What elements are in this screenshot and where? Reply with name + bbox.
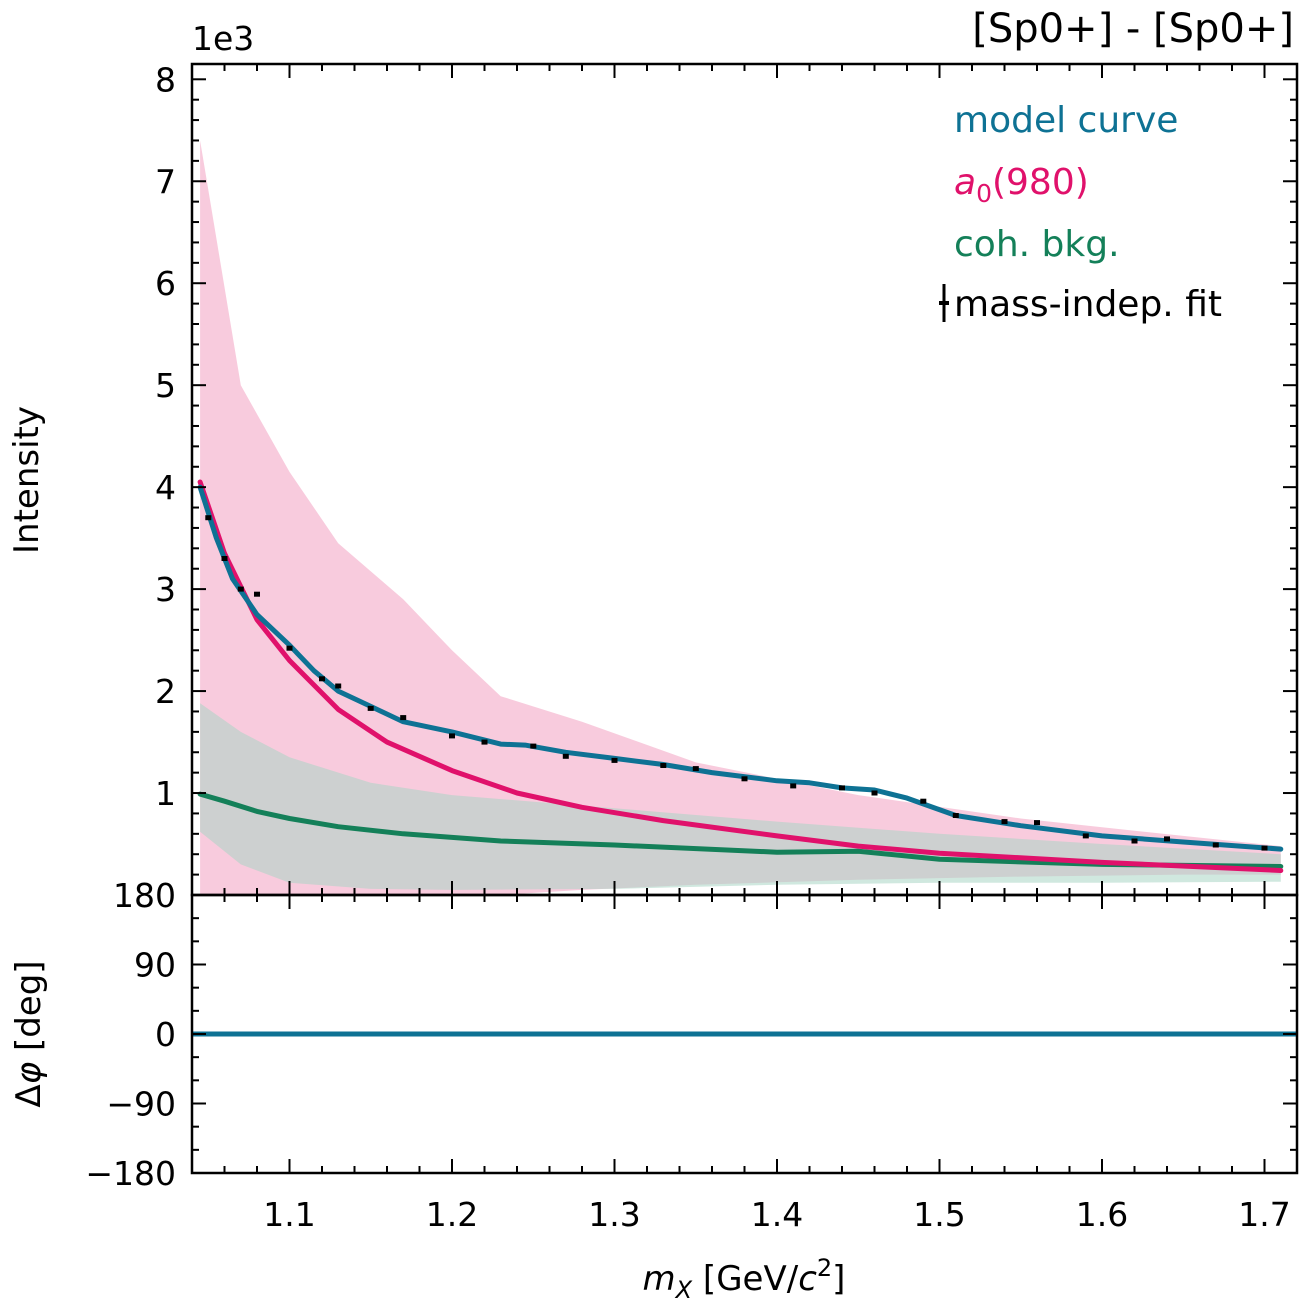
bands-layer [200,140,1281,895]
phase-y-label-phi: φ [9,1061,49,1084]
fit-point [254,591,260,597]
x-tick-label: 1.1 [263,1195,315,1234]
fit-point [562,753,569,759]
intensity-tick-label: 2 [155,672,176,711]
lines-layer [197,479,1284,873]
x-tick-label: 1.7 [1238,1195,1290,1234]
fit-point [530,743,537,749]
x-label-unit: [GeV/ [692,1259,799,1299]
legend: model curve a0(980) coh. bkg. mass-indep… [939,100,1222,325]
phase-tick-label: −180 [85,1154,176,1193]
intensity-tick-label: 5 [155,366,176,405]
fit-point [741,776,748,782]
phase-panel-frame [190,893,1299,1175]
x-label-sub: X [674,1276,693,1301]
legend-model-curve: model curve [954,100,1178,141]
fit-point [871,790,878,796]
series-line-model-curve [197,484,1284,852]
chart-title: [Sp0+] - [Sp0+] [972,6,1294,52]
fit-point [481,739,488,745]
fit-point [1034,820,1040,826]
band-a0-980-uncertainty [200,140,1281,895]
fit-point [1082,833,1089,839]
fit-point [335,683,342,689]
fit-point [839,785,845,791]
legend-a0-rest: (980) [992,162,1089,203]
phase-y-label: Δφ [deg] [9,960,49,1107]
phase-tick-label: 180 [113,876,176,915]
intensity-tick-label: 6 [155,264,176,303]
intensity-tick-label: 8 [155,60,176,99]
fit-point [660,763,667,768]
y-multiplier: 1e3 [192,19,254,58]
points-layer [205,515,1268,851]
fit-point [1001,819,1008,825]
legend-a0-a: a [954,162,976,203]
phase-y-label-unit: [deg] [9,960,49,1061]
x-tick-label: 1.4 [751,1195,803,1234]
x-label-c: c [798,1259,817,1299]
legend-mass-indep-fit: mass-indep. fit [954,284,1222,325]
fit-point [1261,845,1268,851]
x-tick-label: 1.2 [426,1195,478,1234]
fit-point [1164,836,1170,842]
fit-point [221,556,228,561]
fit-point [692,766,699,772]
series-line-a0-980 [197,479,1284,873]
intensity-tick-label: 1 [155,774,176,813]
fit-point [790,783,797,789]
legend-a0-980: a0(980) [954,162,1089,208]
fit-point [952,813,959,818]
phase-tick-label: −90 [106,1085,176,1124]
intensity-tick-label: 3 [155,570,176,609]
fit-point [1131,838,1138,844]
fit-point [920,798,927,804]
band-coh-bkg-uncertainty [200,703,1281,890]
phase-y-label-delta: Δ [9,1084,49,1107]
x-label-m: m [643,1259,676,1299]
phase-tick-label: 90 [134,946,176,985]
fit-point [205,515,212,521]
x-tick-label: 1.3 [588,1195,640,1234]
x-tick-label: 1.6 [1076,1195,1128,1234]
x-label-close: ] [832,1259,845,1299]
ticklabels-layer: 1.1 1.2 1.3 1.4 1.5 1.6 1.7 1 2 3 4 5 6 7 8 −180 −90 0 90 1… [85,60,1290,1234]
legend-coh-bkg: coh. bkg. [954,224,1120,265]
x-label-sup: 2 [817,1254,832,1282]
x-tick-label: 1.5 [913,1195,965,1234]
fit-point [367,705,374,711]
intensity-y-label: Intensity [7,406,47,554]
intensity-tick-label: 4 [155,468,176,507]
phase-tick-label: 0 [155,1015,176,1054]
fit-point [286,645,293,651]
legend-a0-sub: 0 [976,179,992,208]
fit-point [1212,842,1219,848]
fit-point [611,757,618,763]
x-axis-label: mX [GeV/c2] [643,1254,846,1301]
intensity-tick-label: 7 [155,162,176,201]
fit-point [319,676,325,682]
fit-point [237,586,244,592]
fit-point [449,733,455,739]
fit-point [400,715,407,721]
series-line-coh-bkg [197,791,1284,869]
